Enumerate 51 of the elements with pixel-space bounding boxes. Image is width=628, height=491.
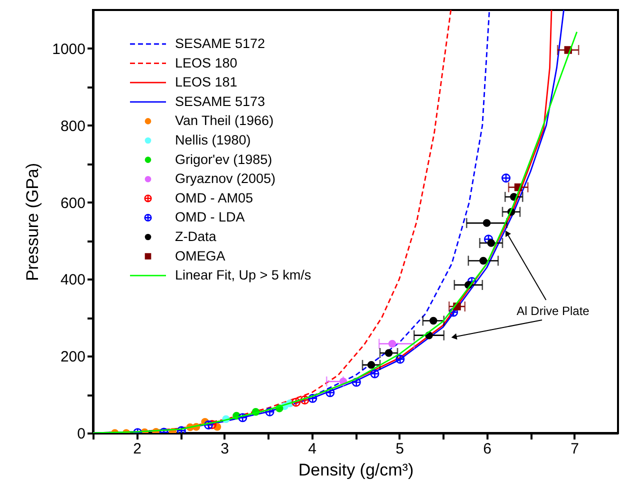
point	[482, 219, 491, 227]
y-tick-label: 600	[60, 194, 86, 212]
x-tick-label: 6	[483, 440, 492, 458]
legend-label: LEOS 181	[175, 74, 238, 90]
legend-label: Nellis (1980)	[175, 132, 251, 148]
x-tick-label: 5	[396, 440, 404, 458]
point	[467, 276, 476, 286]
legend-label: Van Theil (1966)	[175, 113, 274, 128]
point	[326, 388, 335, 398]
legend-label: SESAME 5173	[175, 94, 266, 109]
legend-label: Grigor'ev (1985)	[175, 152, 272, 167]
point	[238, 413, 248, 422]
point	[207, 420, 217, 430]
point	[300, 395, 310, 404]
point	[479, 256, 488, 265]
x-tick-label: 4	[308, 440, 316, 458]
x-axis-title: Density (g/cm³)	[298, 460, 414, 480]
point	[367, 361, 376, 369]
legend-label: Linear Fit, Up > 5 km/s	[175, 268, 312, 283]
y-axis-title: Pressure (GPa)	[23, 162, 42, 282]
legend-label: SESAME 5172	[175, 36, 266, 51]
point	[487, 239, 495, 247]
y-tick-label: 1000	[52, 40, 86, 58]
legend-label: OMD - LDA	[175, 210, 245, 225]
x-tick-label: 2	[133, 440, 142, 458]
point	[448, 308, 458, 317]
point	[370, 369, 380, 378]
y-tick-label: 200	[60, 348, 86, 366]
point	[388, 340, 396, 348]
point	[430, 316, 438, 325]
legend-label: LEOS 180	[175, 55, 238, 70]
x-tick-label: 3	[220, 440, 229, 458]
legend-label: Z-Data	[175, 229, 217, 244]
point	[308, 394, 318, 403]
point	[291, 398, 301, 407]
point	[396, 354, 405, 364]
point	[484, 234, 494, 244]
y-tick-label: 400	[60, 272, 86, 289]
point	[384, 349, 393, 357]
x-tick-label: 7	[570, 440, 579, 458]
annotation: Al Drive Plate	[516, 304, 590, 318]
legend-label: OMEGA	[175, 248, 226, 264]
point	[501, 174, 511, 183]
point	[204, 420, 214, 430]
point	[352, 378, 361, 387]
point	[176, 426, 186, 433]
y-tick-label: 0	[77, 426, 86, 442]
point	[265, 407, 274, 416]
y-tick-label: 800	[60, 118, 86, 135]
legend-label: Gryaznov (2005)	[175, 171, 276, 186]
legend-label: OMD - AM05	[175, 190, 254, 206]
